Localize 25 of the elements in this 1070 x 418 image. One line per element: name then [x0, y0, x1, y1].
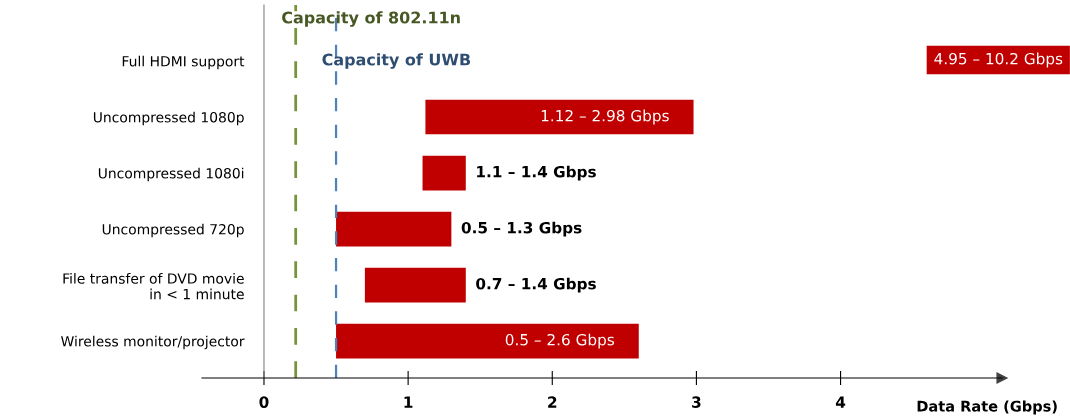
annotation: 1.12 – 2.98 Gbps [541, 109, 669, 125]
annotation: 1.1 – 1.4 Gbps [477, 165, 596, 181]
annotation: 0.7 – 1.4 Gbps [476, 277, 596, 293]
x-tick-label: 3 [692, 396, 701, 408]
bar [336, 323, 639, 359]
y-tick-label: File transfer of DVD movie in < 1 minute [63, 273, 244, 300]
y-tick-label: Uncompressed 720p [102, 223, 244, 238]
bar [425, 99, 694, 135]
annotation: 0.5 – 2.6 Gbps [505, 333, 615, 349]
x-axis-title: Data Rate (Gbps) [917, 400, 1057, 415]
x-tick-label: 2 [548, 396, 557, 408]
bar [422, 155, 466, 191]
ref-line-label: Capacity of 802.11n [282, 11, 460, 27]
y-tick-label: Wireless monitor/projector [61, 335, 245, 350]
bar [364, 267, 466, 303]
x-tick-label: 4 [835, 396, 846, 408]
y-tick-label: Uncompressed 1080p [93, 111, 244, 126]
ref-line-label: Capacity of UWB [322, 53, 471, 69]
annotation: 4.95 – 10.2 Gbps [934, 52, 1063, 68]
x-tick-label: 1 [404, 396, 413, 408]
y-tick-label: Uncompressed 1080i [98, 167, 244, 182]
bar [336, 211, 452, 247]
y-tick-label: Full HDMI support [122, 55, 245, 70]
annotation: 0.5 – 1.3 Gbps [461, 221, 582, 237]
x-tick-label: 0 [259, 396, 269, 408]
